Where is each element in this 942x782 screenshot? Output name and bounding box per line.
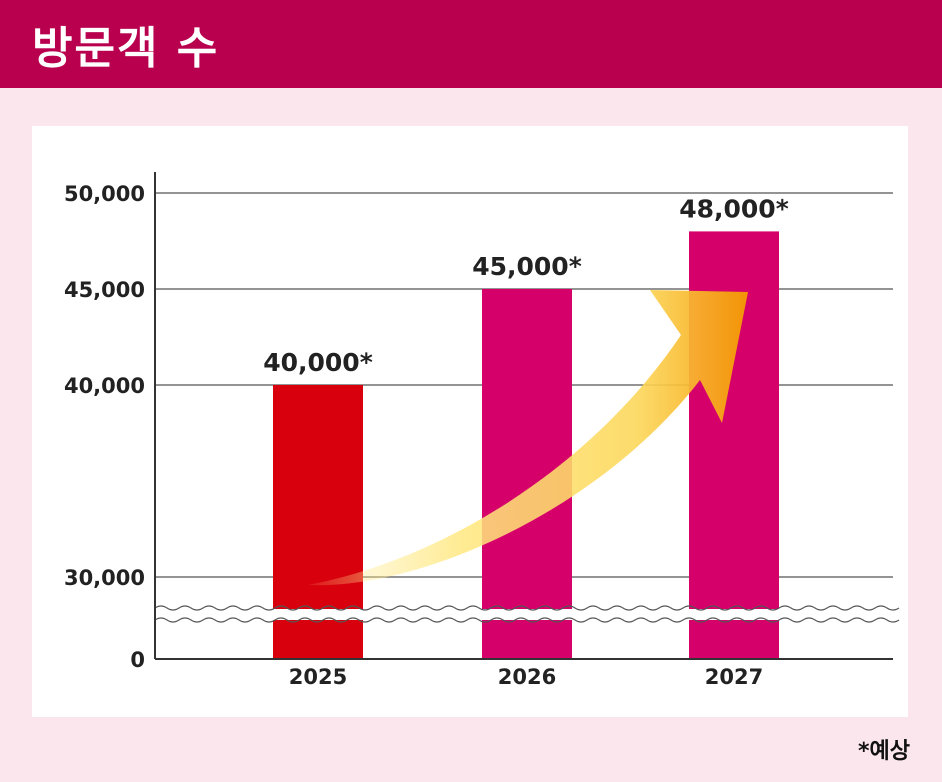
y-tick-label: 0 (130, 648, 145, 672)
x-tick-label: 2027 (705, 665, 763, 689)
break-band (156, 609, 893, 620)
footnote: *예상 (858, 739, 910, 764)
y-tick-label: 40,000 (64, 374, 145, 398)
x-tick-label: 2025 (289, 665, 347, 689)
y-tick-label: 50,000 (64, 182, 145, 206)
page-title: 방문객 수 (32, 23, 220, 74)
y-tick-label: 30,000 (64, 566, 145, 590)
header-banner: 방문객 수 (0, 0, 942, 88)
y-tick-labels: 0 30,000 40,000 45,000 50,000 (64, 182, 145, 672)
data-label-2025: 40,000* (263, 348, 373, 377)
axis-break (154, 605, 900, 623)
break-line-bottom (154, 617, 900, 623)
y-tick-label: 45,000 (64, 278, 145, 302)
x-tick-labels: 2025 2026 2027 (289, 665, 763, 689)
data-label-2026: 45,000* (472, 252, 582, 281)
trend-arrow (308, 290, 748, 586)
break-line-top (154, 605, 900, 611)
x-tick-label: 2026 (498, 665, 556, 689)
data-label-2027: 48,000* (679, 194, 789, 223)
data-labels: 40,000* 45,000* 48,000* (263, 194, 789, 377)
